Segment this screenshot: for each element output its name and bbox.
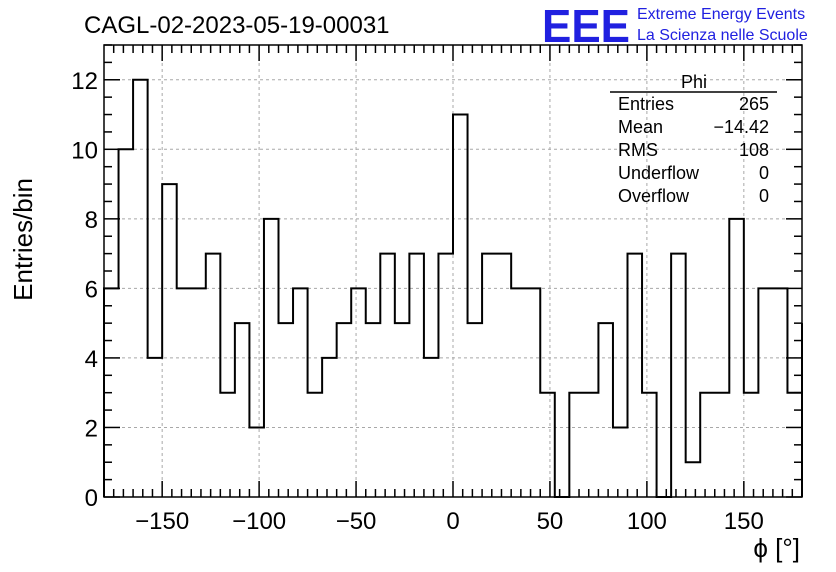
x-tick-label: 50	[537, 508, 564, 535]
histogram-bin	[511, 288, 526, 497]
stats-value-entries: 265	[739, 94, 769, 114]
stats-label-entries: Entries	[618, 94, 674, 114]
histogram-bin	[279, 323, 294, 497]
histogram-bin	[671, 254, 686, 497]
stats-value-rms: 108	[739, 140, 769, 160]
grid-lines	[104, 45, 802, 498]
y-tick-label: 0	[85, 485, 98, 512]
histogram-bin	[584, 393, 599, 497]
histogram-bin	[642, 393, 657, 497]
chart-title: CAGL-02-2023-05-19-00031	[84, 12, 390, 39]
logo-line-2: La Scienza nelle Scuole	[637, 27, 808, 44]
y-tick-label: 10	[71, 137, 98, 164]
stats-label-rms: RMS	[618, 140, 658, 160]
histogram-bin	[366, 323, 381, 497]
histogram-bin	[337, 323, 352, 497]
histogram-bin	[700, 393, 715, 497]
stats-value-overflow: 0	[759, 186, 769, 206]
histogram-bin	[540, 393, 555, 497]
x-tick-label: −150	[135, 508, 189, 535]
histogram-bin	[773, 288, 788, 497]
histogram-bin	[628, 254, 643, 497]
histogram-series	[103, 78, 803, 498]
histogram-bin	[482, 254, 497, 497]
histogram-bin	[380, 254, 395, 497]
histogram-bin	[613, 427, 628, 497]
stats-label-overflow: Overflow	[618, 186, 690, 206]
histogram-bin	[438, 254, 453, 497]
histogram-bin	[206, 254, 221, 497]
x-tick-label: 100	[627, 508, 667, 535]
histogram-bin	[308, 393, 323, 497]
logo-line-1: Extreme Energy Events	[637, 6, 805, 23]
y-tick-label: 2	[85, 415, 98, 442]
y-tick-label: 8	[85, 207, 98, 234]
stats-label-underflow: Underflow	[618, 163, 700, 183]
histogram-bin	[177, 288, 192, 497]
x-tick-label: 0	[446, 508, 459, 535]
histogram-bin	[569, 393, 584, 497]
histogram-bin	[351, 288, 366, 497]
histogram-bin	[293, 288, 308, 497]
stats-value-mean: −14.42	[713, 117, 769, 137]
stats-title: Phi	[681, 72, 707, 92]
histogram-bin	[744, 393, 759, 497]
y-tick-label: 4	[85, 346, 98, 373]
x-tick-label: −50	[336, 508, 377, 535]
y-axis-label: Entries/bin	[8, 178, 38, 301]
histogram-bin	[453, 115, 468, 497]
histogram-bin	[119, 149, 134, 497]
histogram-bin	[162, 184, 177, 497]
histogram-bin	[758, 288, 773, 497]
histogram-bin	[598, 323, 613, 497]
histogram-outline	[103, 78, 803, 498]
histogram-bin	[235, 323, 250, 497]
logo-mark: EEE	[542, 0, 630, 52]
y-tick-label: 12	[71, 68, 98, 95]
histogram-bin	[409, 254, 424, 497]
histogram-bin	[220, 393, 235, 497]
histogram-bin	[468, 323, 483, 497]
histogram-bin	[395, 323, 410, 497]
x-tick-label: −100	[232, 508, 286, 535]
x-tick-label: 150	[724, 508, 764, 535]
axis-ticks	[104, 44, 802, 498]
histogram-bin	[497, 254, 512, 497]
x-axis-label: ϕ [°]	[753, 533, 800, 563]
histogram-bin	[686, 462, 701, 497]
histogram-bin	[249, 427, 264, 497]
y-tick-label: 6	[85, 276, 98, 303]
stats-box: Phi Entries 265 Mean −14.42 RMS 108 Unde…	[610, 72, 777, 206]
tick-labels: −150 −100 −50 0 50 100 150 0 2 4 6 8 10 12	[71, 68, 764, 535]
stats-value-underflow: 0	[759, 163, 769, 183]
eee-logo: EEE Extreme Energy Events La Scienza nel…	[542, 0, 808, 52]
histogram-bin	[526, 288, 541, 497]
stats-label-mean: Mean	[618, 117, 663, 137]
histogram-bin	[715, 393, 730, 497]
histogram-bin	[191, 288, 206, 497]
